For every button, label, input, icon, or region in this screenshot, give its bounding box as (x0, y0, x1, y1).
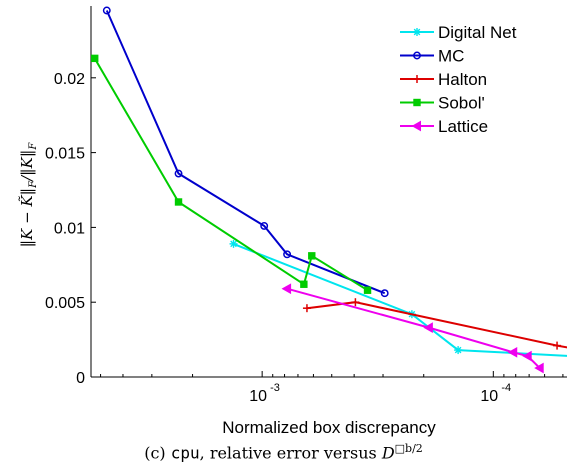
series-halton (302, 298, 567, 350)
y-tick-label: 0.005 (45, 295, 85, 312)
figure-caption: (c) cpu, relative error versus D□b/2 (0, 442, 567, 462)
data-point (507, 346, 518, 358)
data-point (260, 221, 269, 230)
legend-label: Sobol' (438, 94, 485, 113)
legend-item: Halton (400, 70, 487, 89)
data-point (522, 350, 532, 362)
legend-item: Sobol' (400, 94, 485, 113)
x-tick-exponent: -3 (270, 382, 280, 394)
series-layer (91, 6, 567, 374)
legend-label: Digital Net (438, 23, 517, 42)
x-tick-label: 10 (480, 388, 498, 405)
data-point (454, 346, 463, 355)
caption-prefix: (c) (144, 443, 171, 463)
legend-marker (413, 98, 421, 107)
y-tick-label: 0.02 (54, 71, 85, 88)
data-point (174, 198, 183, 206)
data-point (351, 298, 360, 307)
data-point (91, 54, 99, 63)
x-tick-label: 10 (249, 388, 267, 405)
series-sobol- (91, 54, 372, 294)
y-axis-label: ‖K − K̃‖F/‖K‖F (18, 142, 39, 248)
legend-marker (411, 120, 421, 132)
axes-layer (90, 6, 567, 378)
legend-label: Halton (438, 70, 487, 89)
caption-symbol: D (381, 443, 395, 463)
legend: Digital Net MC Halton Sobol' Lattice (400, 23, 517, 136)
series-digital-net (229, 239, 567, 357)
data-point (281, 283, 292, 295)
data-point (229, 239, 238, 248)
data-point (363, 286, 372, 294)
data-point (423, 322, 433, 333)
y-tick-label: 0.01 (54, 220, 85, 237)
x-tick-exponent: -4 (501, 382, 511, 394)
data-point (300, 280, 308, 288)
data-point (380, 289, 389, 298)
series-lattice (281, 283, 544, 374)
caption-superscript: □b/2 (394, 442, 423, 455)
legend-marker (413, 75, 421, 83)
x-axis-label: Normalized box discrepancy (222, 418, 436, 437)
data-point (302, 304, 311, 313)
legend-label: Lattice (438, 117, 488, 136)
legend-marker (413, 28, 421, 36)
y-tick-label: 0.015 (45, 146, 85, 163)
caption-code: cpu (170, 443, 200, 463)
series-line (105, 10, 386, 295)
data-point (553, 341, 562, 350)
data-point (534, 362, 544, 374)
legend-item: MC (400, 47, 464, 66)
svg-text:‖K − K̃‖F/‖K‖F: ‖K − K̃‖F/‖K‖F (18, 142, 39, 248)
data-point (308, 252, 316, 260)
legend-item: Lattice (400, 117, 488, 136)
legend-item: Digital Net (400, 23, 517, 42)
legend-label: MC (438, 47, 464, 66)
caption-text: , relative error versus (199, 443, 382, 463)
data-point (174, 169, 183, 178)
data-point (283, 250, 292, 259)
series-mc (102, 6, 389, 298)
plot-area (91, 6, 567, 377)
legend-marker (413, 51, 421, 60)
y-tick-label: 0 (76, 370, 85, 387)
data-point (102, 6, 111, 15)
